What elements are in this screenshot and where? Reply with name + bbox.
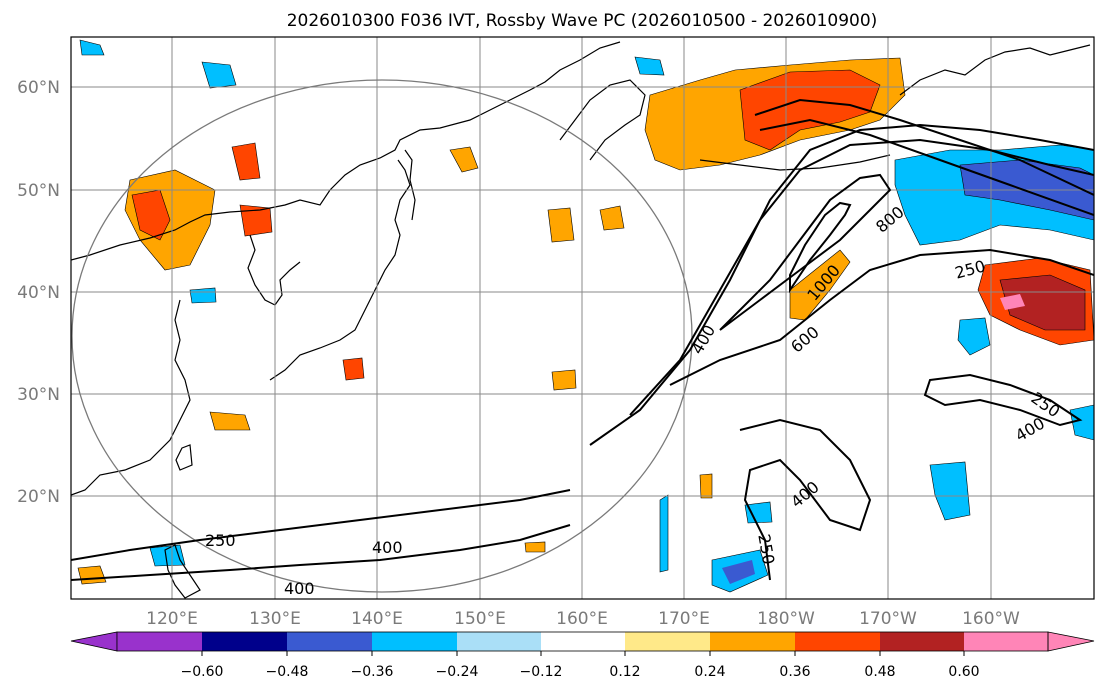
colorbar-tick-label: −0.36 xyxy=(351,664,394,680)
shade-positive-sea5 xyxy=(551,369,577,391)
colorbar-tick-label: 0.36 xyxy=(779,664,810,680)
longitude-labels: 120°E 130°E 140°E 150°E 160°E 170°E 180°… xyxy=(146,609,1020,629)
lon-label: 170°E xyxy=(658,609,710,629)
shaded-fields xyxy=(77,39,1094,593)
coastline-taiwan xyxy=(175,444,193,471)
colorbar-frame xyxy=(116,631,1049,652)
shade-positive-west3 xyxy=(239,204,273,237)
lat-label: 40°N xyxy=(17,283,60,303)
colorbar-tick-label: 0.24 xyxy=(694,664,725,680)
shade-negative-south2-core xyxy=(722,560,755,584)
lat-label: 30°N xyxy=(17,385,60,405)
coastline-china xyxy=(71,299,191,496)
colorbar-bin xyxy=(287,632,372,651)
shade-negative-seast xyxy=(1069,404,1094,441)
coastline-korea xyxy=(247,234,301,306)
shade-positive-sea2 xyxy=(547,207,575,243)
contour-south-band2 xyxy=(71,524,571,581)
map-frame xyxy=(70,36,1095,600)
contour-400 xyxy=(629,138,1094,416)
contour-south-loop xyxy=(739,418,872,581)
region-circle xyxy=(71,79,693,593)
colorbar: −0.60 −0.48 −0.36 −0.24 −0.12 0.12 0.24 … xyxy=(70,631,1095,680)
lon-label: 120°E xyxy=(146,609,198,629)
contour-250-outer xyxy=(589,123,1094,446)
lon-label: 160°W xyxy=(962,609,1020,629)
shade-negative-west3 xyxy=(189,287,217,304)
shade-positive-east-peak xyxy=(1000,294,1025,310)
colorbar-ticks xyxy=(201,651,965,656)
lon-label: 180°W xyxy=(757,609,815,629)
lat-label: 50°N xyxy=(17,181,60,201)
lon-label: 140°E xyxy=(351,609,403,629)
colorbar-bin xyxy=(795,632,880,651)
colorbar-tick-label: 0.12 xyxy=(609,664,640,680)
gridlines xyxy=(71,37,1094,599)
colorbar-tick-label: −0.12 xyxy=(520,664,563,680)
shade-positive-east-core xyxy=(999,274,1086,331)
contour-label: 400 xyxy=(372,538,403,557)
contour-600 xyxy=(669,248,1094,386)
colorbar-tick-label: 0.60 xyxy=(948,664,979,680)
colorbar-bin xyxy=(880,632,964,651)
lon-label: 150°E xyxy=(454,609,506,629)
shade-negative-west2 xyxy=(79,39,105,56)
colorbar-bin xyxy=(541,632,625,651)
colorbar-bin xyxy=(117,632,202,651)
coastline-japan xyxy=(269,159,411,381)
contour-label: 400 xyxy=(284,579,315,598)
colorbar-bin xyxy=(457,632,541,651)
shade-positive-jet xyxy=(789,249,851,321)
coastline-philippines xyxy=(164,544,201,599)
contour-label: 250 xyxy=(205,531,236,550)
colorbar-tick-label: −0.48 xyxy=(266,664,309,680)
colorbar-tick-label: 0.48 xyxy=(864,664,895,680)
contour-1000 xyxy=(789,201,852,294)
shade-positive-sea4 xyxy=(342,357,365,381)
coastline-sakhalin xyxy=(404,149,416,221)
lon-label: 130°E xyxy=(249,609,301,629)
shade-negative-east-small xyxy=(957,317,991,356)
shade-positive-sw2 xyxy=(524,541,546,553)
colorbar-bin xyxy=(372,632,457,651)
shade-positive-sea xyxy=(449,146,479,173)
contour-south-band xyxy=(71,489,571,561)
shade-negative-north2 xyxy=(634,56,665,76)
lon-label: 160°E xyxy=(556,609,608,629)
figure-title: 2026010300 F036 IVT, Rossby Wave PC (202… xyxy=(287,11,878,31)
colorbar-bin xyxy=(710,632,795,651)
lon-label: 170°W xyxy=(859,609,917,629)
shade-negative-south3 xyxy=(744,501,773,524)
contour-east-low xyxy=(923,373,1083,427)
shade-negative-streak xyxy=(659,494,669,573)
shade-negative-west xyxy=(201,61,237,89)
colorbar-bin xyxy=(625,632,710,651)
colorbar-extend-low xyxy=(70,631,118,652)
shade-positive-west-core xyxy=(131,189,171,241)
contour-north-jet xyxy=(754,98,1094,196)
colorbar-extend-high xyxy=(1047,631,1095,652)
contour-north-jet2 xyxy=(759,118,1094,216)
shade-positive-sea6 xyxy=(209,411,251,431)
colorbar-bin xyxy=(202,632,287,651)
colorbar-tick-label: −0.60 xyxy=(181,664,224,680)
shade-positive-mid xyxy=(699,473,713,499)
shade-strong-north xyxy=(739,69,881,151)
map-panel: 250 400 600 800 1000 250 400 250 400 250… xyxy=(70,36,1095,600)
lat-label: 20°N xyxy=(17,487,60,507)
lat-label: 60°N xyxy=(17,78,60,98)
ivt-contours xyxy=(71,98,1094,581)
latitude-labels: 60°N 50°N 40°N 30°N 20°N xyxy=(17,78,60,507)
colorbar-bin xyxy=(964,632,1048,651)
shade-negative-south xyxy=(929,461,971,521)
contour-800 xyxy=(719,173,892,331)
shade-positive-sea3 xyxy=(599,205,625,231)
colorbar-tick-label: −0.24 xyxy=(436,664,479,680)
coastline-alaska xyxy=(899,44,1091,96)
shade-positive-west2 xyxy=(231,142,261,181)
